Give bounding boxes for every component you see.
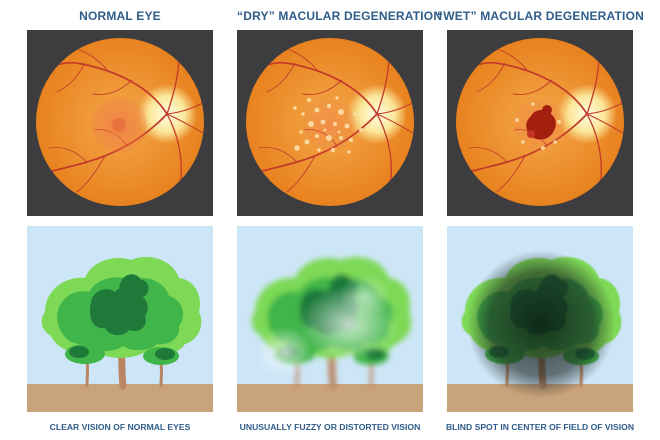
ground [237,384,423,412]
tree-view-normal-illustration [27,226,213,412]
fundus-panel-wet [447,30,633,216]
vision-panel-dry [237,226,423,412]
caption-normal: CLEAR VISION OF NORMAL EYES [49,422,191,432]
drusen-deposits [293,96,363,154]
col-title-normal: NORMAL EYE [79,9,161,23]
tree-view-wet-illustration [447,226,633,412]
retina-wet-illustration [456,38,624,206]
fundus-panel-normal [27,30,213,216]
fundus-panel-dry [237,30,423,216]
col-title-dry: “DRY” MACULAR DEGENERATION [237,9,443,23]
vision-panel-normal [27,226,213,412]
retina-dry-illustration [246,38,414,206]
tree [41,256,202,390]
hemorrhage [526,105,556,140]
distortion-glare [257,274,399,378]
ground [27,384,213,412]
caption-dry: UNUSUALLY FUZZY OR DISTORTED VISION [239,422,421,432]
vision-panel-wet [447,226,633,412]
caption-wet: BLIND SPOT IN CENTER OF FIELD OF VISION [445,422,635,432]
retina-normal-illustration [36,38,204,206]
blind-spot [467,250,615,398]
tree-view-dry-illustration [237,226,423,412]
col-title-wet: “WET” MACULAR DEGENERATION [437,9,644,23]
